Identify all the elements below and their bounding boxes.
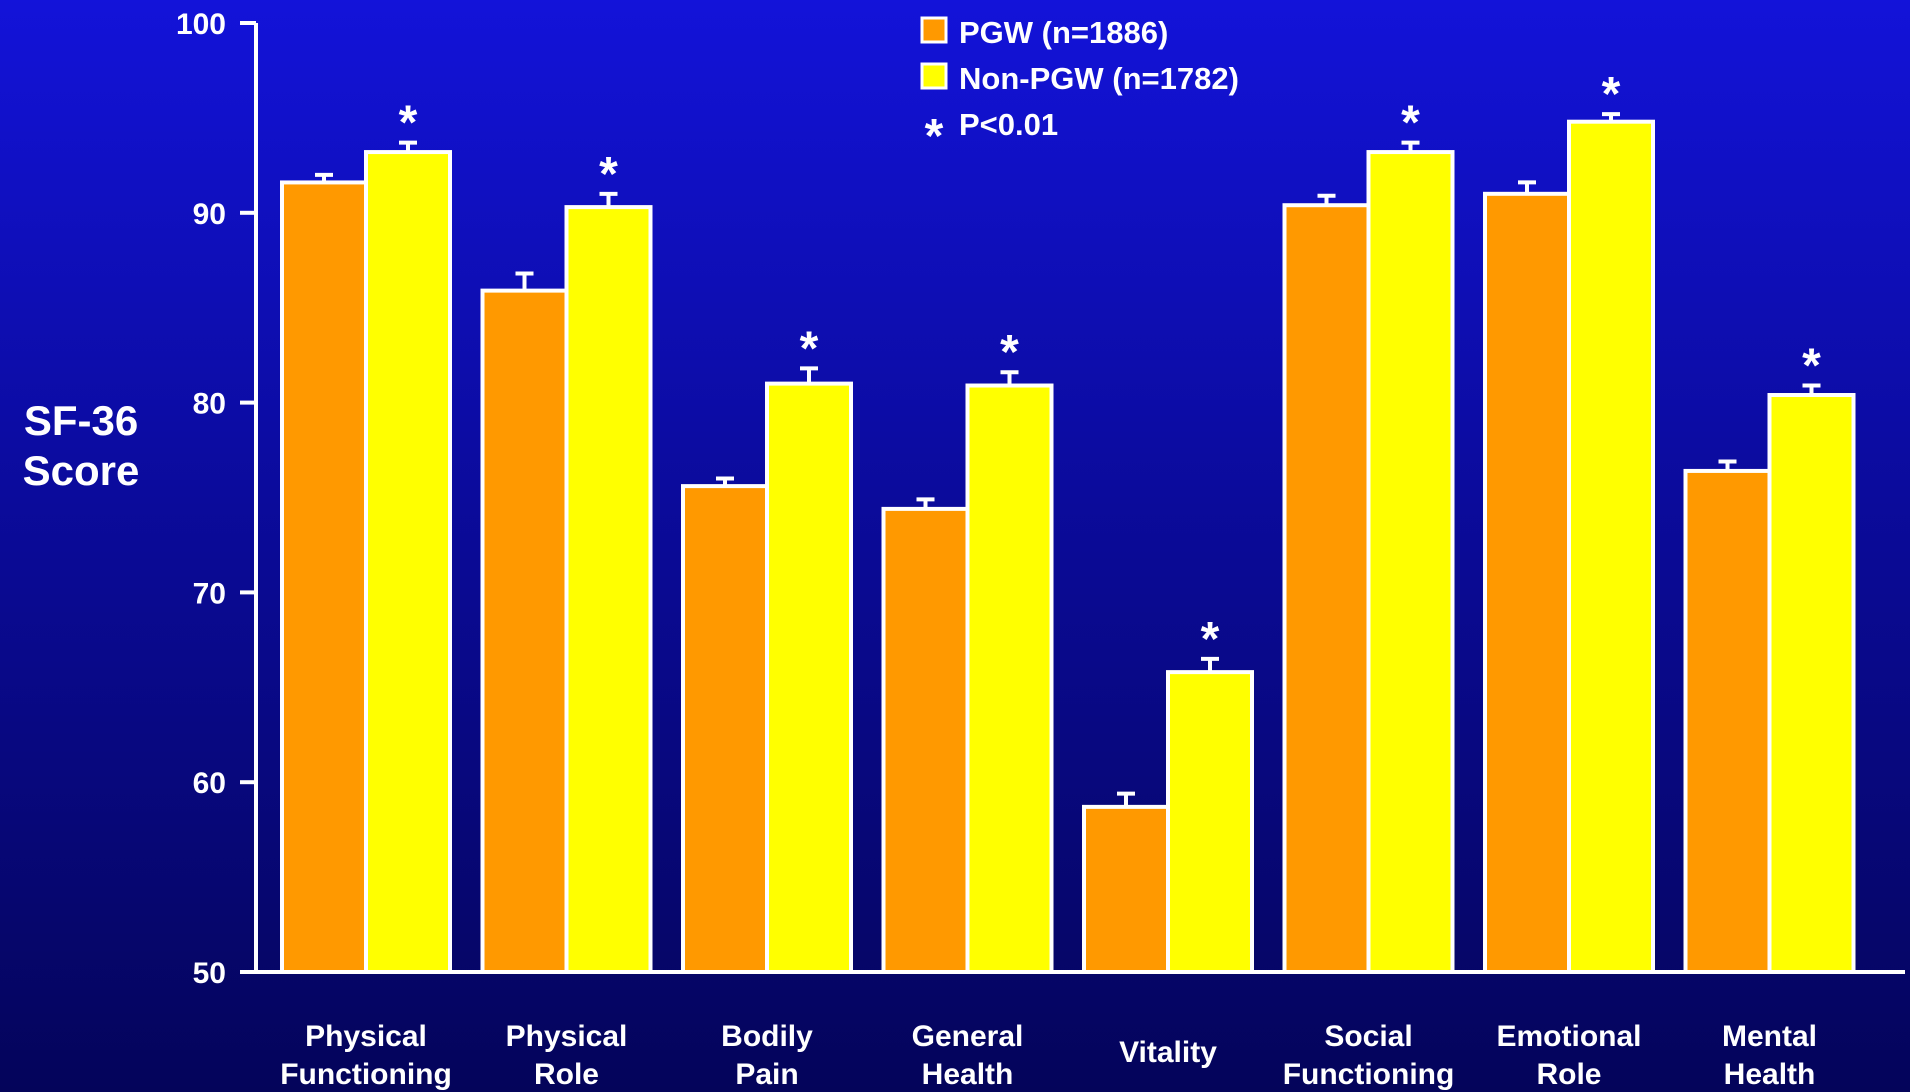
significance-star-4: * xyxy=(1201,613,1220,666)
y-tick-label-50: 50 xyxy=(193,957,226,990)
y-tick-label-70: 70 xyxy=(193,577,226,610)
axes-layer: Physical Functioning Physical Role Bodily Pai… xyxy=(176,8,1905,1091)
bar-pgw-2 xyxy=(681,484,769,974)
bar-non-pgw-7 xyxy=(1767,393,1856,974)
significance-star-0: * xyxy=(399,97,418,150)
bar-non-pgw-5 xyxy=(1366,150,1455,974)
y-tick-label-100: 100 xyxy=(176,8,226,41)
bar-pgw-7 xyxy=(1683,468,1772,974)
category-label-1-0: Physical xyxy=(506,1020,628,1053)
category-label-3-1: Health xyxy=(922,1058,1014,1091)
y-axis-label: SF-36 Score xyxy=(6,396,156,496)
y-axis-label-line-1: SF-36 xyxy=(23,397,139,444)
significance-star-6: * xyxy=(1602,68,1621,121)
category-label-0-1: Functioning xyxy=(280,1058,452,1091)
y-tick-label-90: 90 xyxy=(193,198,226,231)
y-axis-label-line-2: Score xyxy=(22,447,140,494)
bar-non-pgw-3 xyxy=(965,383,1054,974)
y-tick-label-80: 80 xyxy=(193,388,226,421)
category-label-0-0: Physical xyxy=(305,1020,427,1053)
significance-star-1: * xyxy=(599,148,618,201)
category-label-6-0: Emotional xyxy=(1496,1020,1641,1053)
category-label-2-0: Bodily xyxy=(721,1020,813,1053)
bar-non-pgw-4 xyxy=(1166,670,1254,975)
category-label-5-0: Social xyxy=(1324,1020,1412,1053)
significance-star-5: * xyxy=(1401,97,1420,150)
category-label-5-1: Functioning xyxy=(1283,1058,1455,1091)
legend-label-non-pgw: Non-PGW (n=1782) xyxy=(959,61,1239,96)
bar-non-pgw-1 xyxy=(564,205,653,974)
bar-non-pgw-6 xyxy=(1567,119,1655,975)
bars-layer: * * * * * * * * xyxy=(280,68,1856,975)
legend-label-significance: P<0.01 xyxy=(959,107,1058,142)
legend-star-icon: * xyxy=(925,110,944,163)
legend-swatch-non-pgw xyxy=(920,62,948,90)
legend-label-pgw: PGW (n=1886) xyxy=(959,15,1168,50)
bar-pgw-5 xyxy=(1282,203,1371,974)
bar-pgw-6 xyxy=(1483,191,1571,974)
bar-non-pgw-2 xyxy=(765,381,853,974)
category-label-2-1: Pain xyxy=(735,1058,798,1091)
legend-swatch-pgw xyxy=(920,16,948,44)
category-label-3-0: General xyxy=(912,1020,1024,1053)
category-label-7-1: Health xyxy=(1724,1058,1816,1091)
category-label-4-0: Vitality xyxy=(1119,1036,1217,1069)
bar-non-pgw-0 xyxy=(364,150,452,974)
significance-star-3: * xyxy=(1000,326,1019,379)
legend: PGW (n=1886) Non-PGW (n=1782) * P<0.01 xyxy=(920,15,1239,163)
category-label-6-1: Role xyxy=(1536,1058,1601,1091)
bar-pgw-1 xyxy=(480,288,569,975)
significance-star-2: * xyxy=(800,322,819,375)
y-tick-label-60: 60 xyxy=(193,767,226,800)
category-label-7-0: Mental xyxy=(1722,1020,1817,1053)
significance-star-7: * xyxy=(1802,340,1821,393)
category-label-1-1: Role xyxy=(534,1058,599,1091)
bar-pgw-0 xyxy=(280,180,368,974)
bar-pgw-4 xyxy=(1082,804,1170,975)
bar-pgw-3 xyxy=(881,506,970,974)
